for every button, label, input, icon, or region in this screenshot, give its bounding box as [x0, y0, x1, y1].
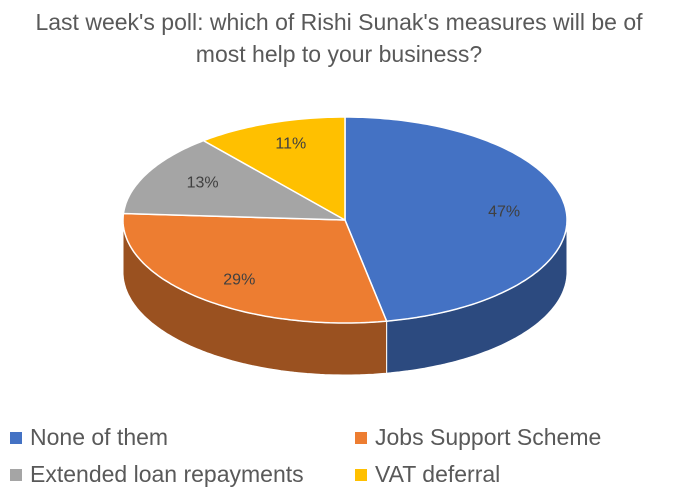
- legend-label: None of them: [30, 424, 169, 450]
- data-label: 13%: [187, 175, 219, 192]
- slice: [344, 116, 568, 322]
- legend-item: VAT deferral: [355, 461, 670, 488]
- data-label: 47%: [488, 204, 520, 221]
- legend-swatch: [355, 468, 367, 481]
- chart-title: Last week's poll: which of Rishi Sunak's…: [35, 9, 643, 67]
- legend-item: Jobs Support Scheme: [355, 424, 670, 451]
- legend-item: None of them: [10, 424, 355, 451]
- legend-swatch: [10, 431, 22, 444]
- legend-label: Extended loan repayments: [30, 461, 304, 487]
- legend-item: Extended loan repayments: [10, 461, 355, 488]
- slice: [122, 212, 388, 324]
- legend-label: VAT deferral: [375, 461, 501, 487]
- slice: [122, 139, 346, 221]
- legend-label: Jobs Support Scheme: [375, 424, 602, 450]
- data-label: 11%: [275, 136, 306, 153]
- slice: [201, 116, 346, 222]
- legend: None of them Jobs Support Scheme Extended …: [10, 424, 670, 488]
- legend-swatch: [10, 468, 22, 481]
- pie-area: 47% 29% 13% 11%: [122, 116, 568, 376]
- data-label: 29%: [223, 271, 255, 288]
- legend-swatch: [355, 431, 367, 444]
